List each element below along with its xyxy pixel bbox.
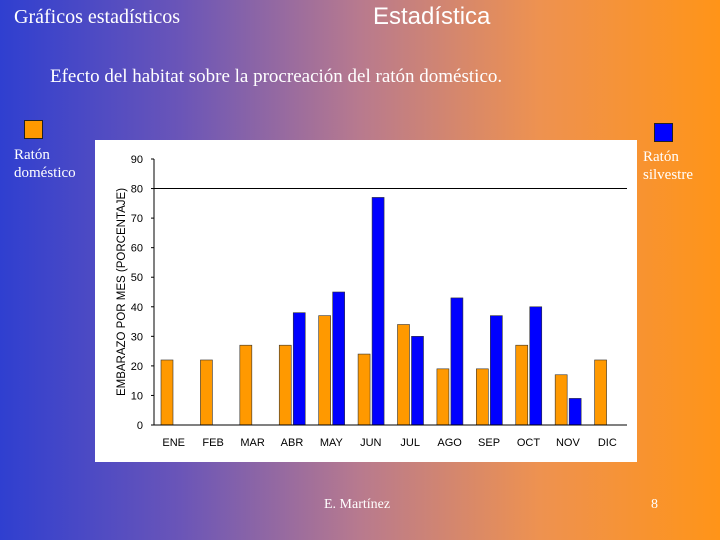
chart-panel: EMBARAZO POR MES (PORCENTAJE) 0 10 20 30 40 50… bbox=[95, 140, 637, 462]
page-number: 8 bbox=[651, 497, 658, 512]
x-tick-label: DIC bbox=[598, 437, 617, 449]
bar-wild-sep bbox=[490, 315, 503, 426]
x-tick-label: AGO bbox=[437, 437, 462, 449]
y-tick-label: 0 bbox=[137, 420, 143, 432]
bar-wild-nov bbox=[568, 398, 582, 426]
bar-domestic-jun bbox=[357, 353, 371, 426]
y-tick-label: 70 bbox=[131, 213, 143, 225]
bar-domestic-abr bbox=[278, 344, 292, 426]
x-tick-label: ENE bbox=[162, 437, 185, 449]
y-axis-title: EMBARAZO POR MES (PORCENTAJE) bbox=[116, 188, 128, 396]
bar-wild-ago bbox=[450, 297, 464, 426]
x-tick-label: FEB bbox=[202, 437, 223, 449]
bar-wild-oct bbox=[529, 306, 543, 426]
y-tick-label: 20 bbox=[131, 361, 143, 373]
bar-domestic-dic bbox=[594, 359, 607, 426]
bar-chart: EMBARAZO POR MES (PORCENTAJE) 0 10 20 30 40 50… bbox=[116, 154, 627, 449]
bar-wild-abr bbox=[292, 312, 306, 426]
x-tick-label: OCT bbox=[517, 437, 541, 449]
x-tick-label: JUL bbox=[400, 437, 420, 449]
x-tick-label: MAY bbox=[320, 437, 344, 449]
header-left-title: Gráficos estadísticos bbox=[14, 6, 181, 28]
bar-domestic-sep bbox=[476, 368, 489, 426]
header-center-title: Estadística bbox=[373, 3, 491, 30]
y-tick-label: 40 bbox=[131, 302, 143, 314]
bar-domestic-mar bbox=[239, 344, 253, 426]
y-tick-label: 10 bbox=[131, 390, 143, 402]
bar-domestic-ene bbox=[160, 359, 174, 426]
bar-domestic-oct bbox=[515, 344, 529, 426]
x-tick-label: MAR bbox=[240, 437, 265, 449]
y-tick-label: 80 bbox=[131, 184, 143, 196]
y-tick-label: 90 bbox=[131, 154, 143, 166]
x-tick-label: SEP bbox=[478, 437, 500, 449]
y-tick-label: 50 bbox=[131, 272, 143, 284]
legend-label-wild: Ratón silvestre bbox=[643, 149, 693, 183]
y-tick-label: 30 bbox=[131, 331, 143, 343]
slide-subtitle: Efecto del habitat sobre la procreación … bbox=[50, 66, 503, 87]
y-tick-label: 60 bbox=[131, 243, 143, 255]
x-tick-label: JUN bbox=[360, 437, 381, 449]
legend-label-domestic: Ratón doméstico bbox=[14, 147, 76, 181]
x-tick-label: NOV bbox=[556, 437, 581, 449]
bar-wild-jun bbox=[371, 197, 385, 426]
bar-wild-may bbox=[332, 291, 345, 426]
footer-author: E. Martínez bbox=[324, 497, 391, 512]
bar-domestic-jul bbox=[397, 324, 410, 426]
bar-wild-jul bbox=[411, 336, 424, 426]
bar-domestic-may bbox=[318, 315, 331, 426]
x-tick-label: ABR bbox=[281, 437, 304, 449]
legend-swatch-domestic bbox=[24, 120, 43, 139]
bar-domestic-ago bbox=[436, 368, 450, 426]
legend-swatch-wild bbox=[654, 123, 673, 142]
bar-domestic-feb bbox=[200, 359, 213, 426]
bar-domestic-nov bbox=[554, 374, 568, 426]
